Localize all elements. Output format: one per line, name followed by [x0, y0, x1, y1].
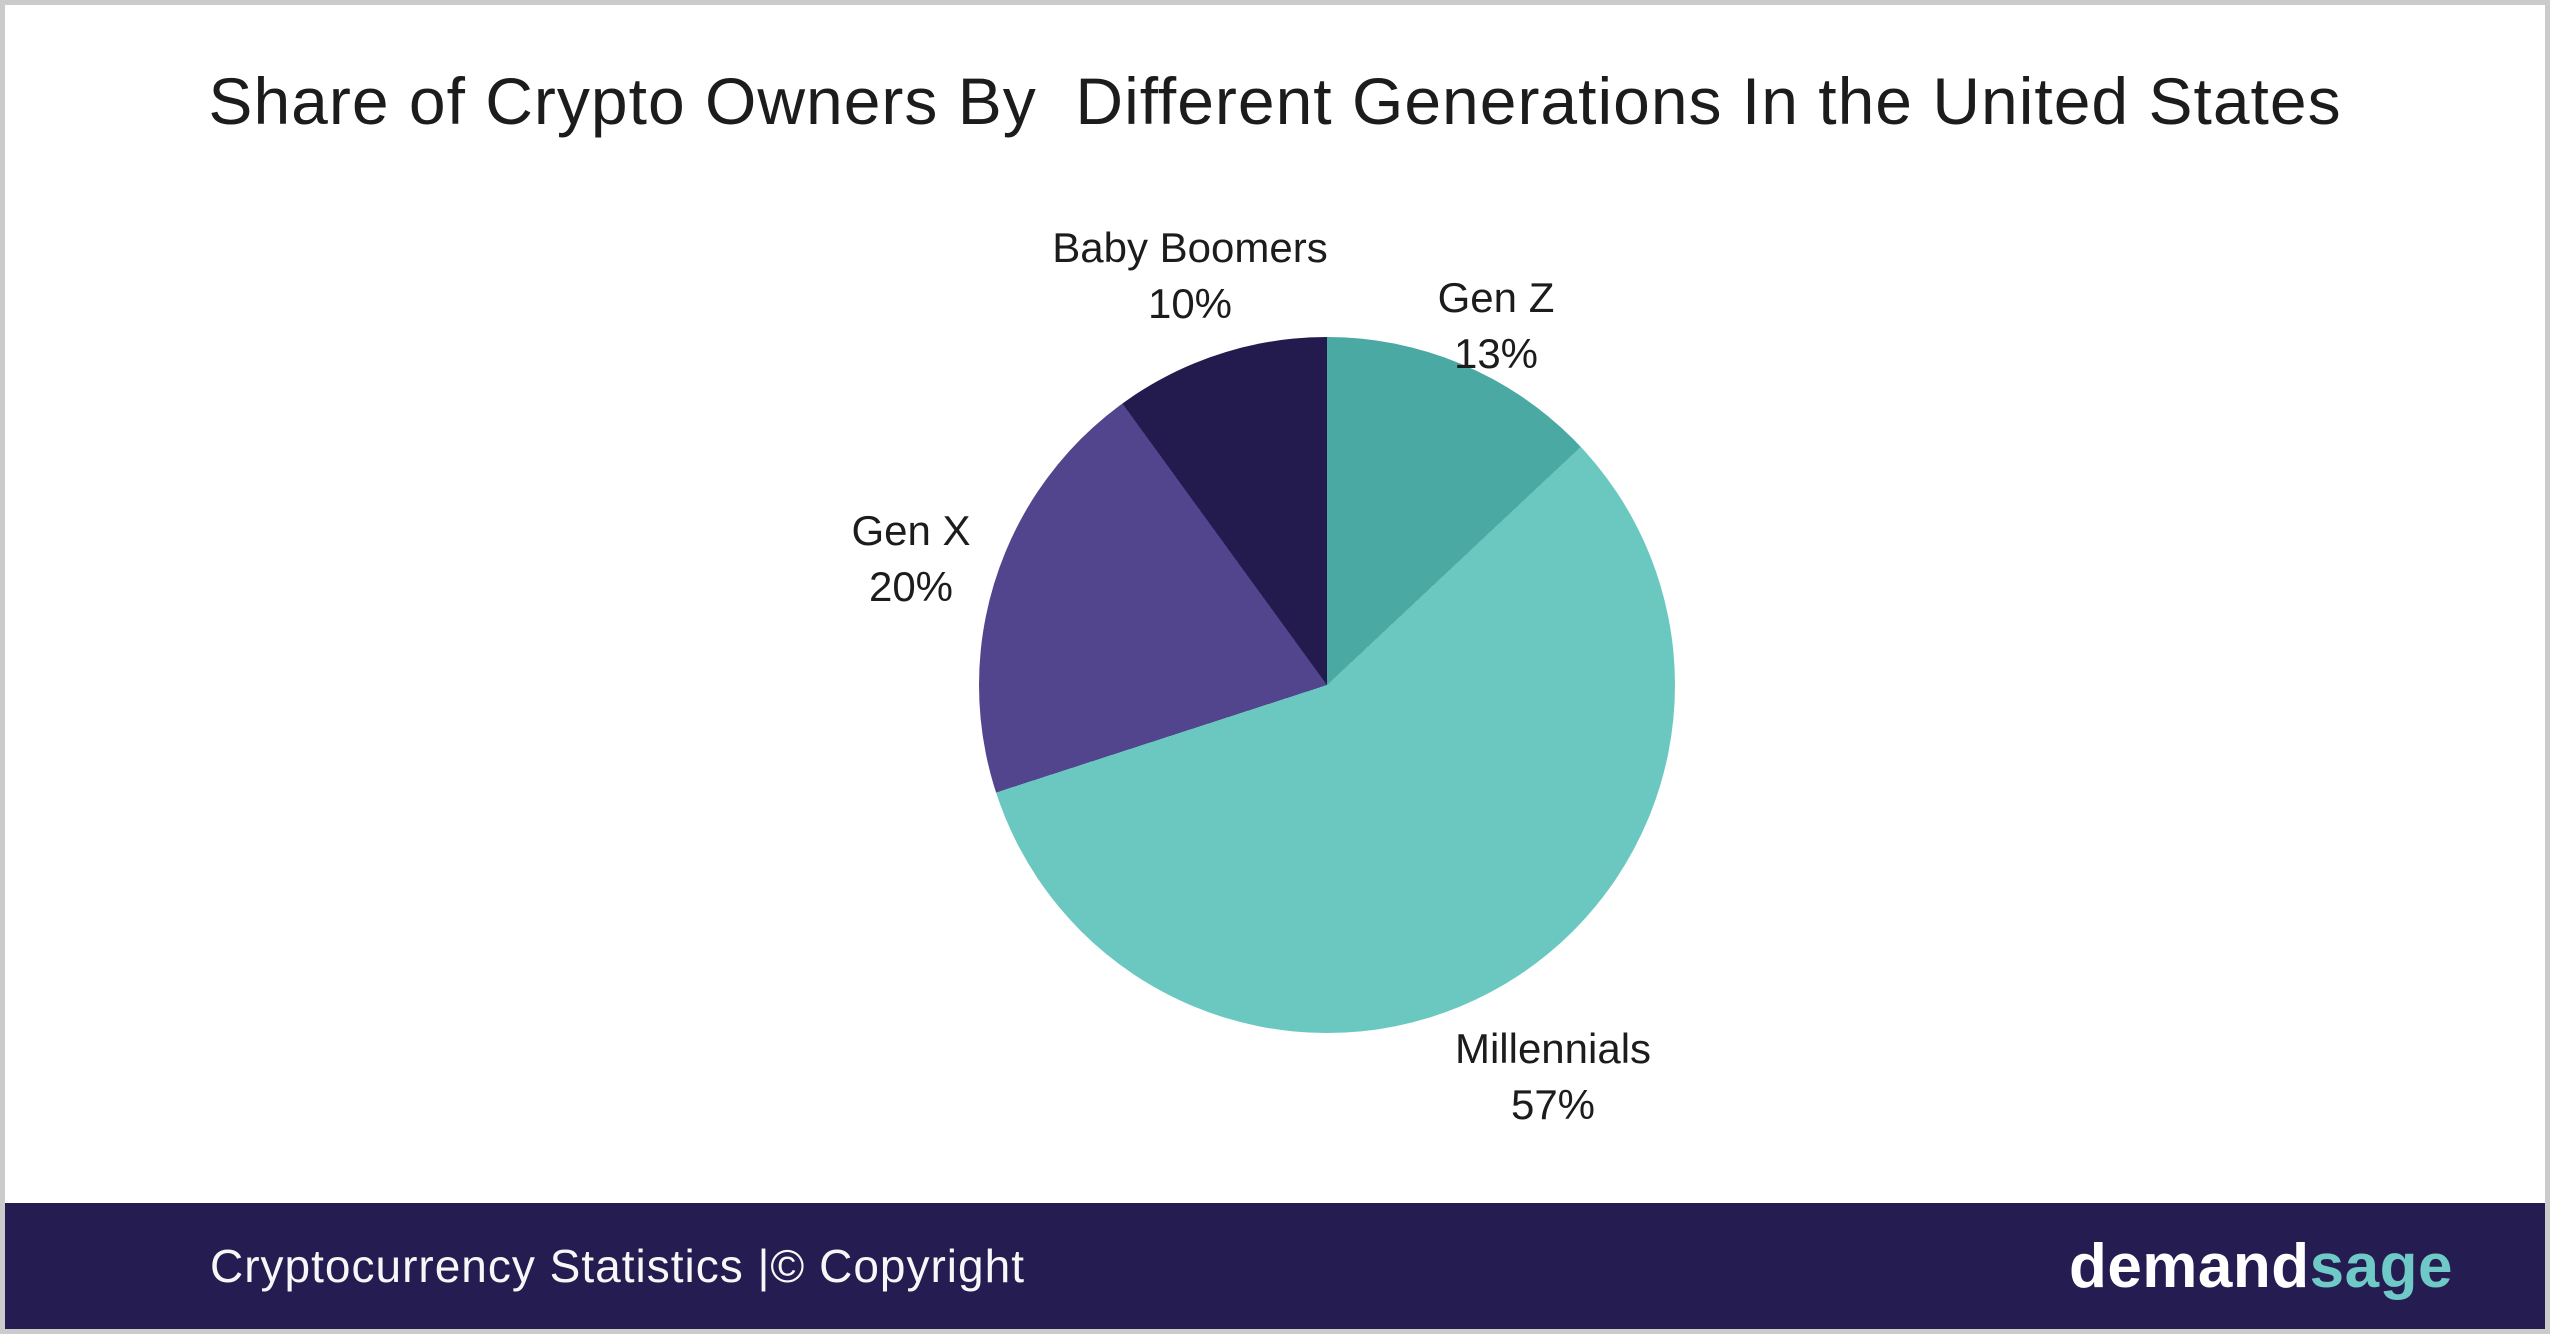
slice-value: 10% [1147, 280, 1233, 327]
slice-label-millennials: Millennials 57% [1455, 1021, 1651, 1133]
slice-label-gen-x: Gen X 20% [851, 503, 970, 615]
brand-demand: demand [2068, 1231, 2310, 1301]
pie-chart: Baby Boomers 10% Gen Z 13% Gen X 20% Mil… [5, 5, 2545, 1329]
slice-name: Gen X [851, 507, 971, 554]
slice-name: Baby Boomers [1052, 224, 1328, 271]
slice-value: 57% [1510, 1081, 1596, 1128]
slice-value: 20% [868, 563, 954, 610]
footer-caption: Cryptocurrency Statistics |© Copyright [210, 1240, 1025, 1292]
slice-name: Millennials [1454, 1025, 1652, 1072]
slice-label-gen-z: Gen Z 13% [1438, 270, 1555, 382]
slice-value: 13% [1453, 330, 1539, 377]
chart-title: Share of Crypto Owners By Different Gene… [208, 64, 2342, 138]
brand-logo: demandsage [2069, 1231, 2453, 1302]
footer-bar: Cryptocurrency Statistics |© Copyright d… [5, 1203, 2545, 1329]
pie [979, 337, 1675, 1033]
slice-label-baby-boomers: Baby Boomers 10% [1052, 220, 1327, 332]
brand-sage: sage [2309, 1231, 2453, 1301]
slice-name: Gen Z [1437, 274, 1555, 321]
